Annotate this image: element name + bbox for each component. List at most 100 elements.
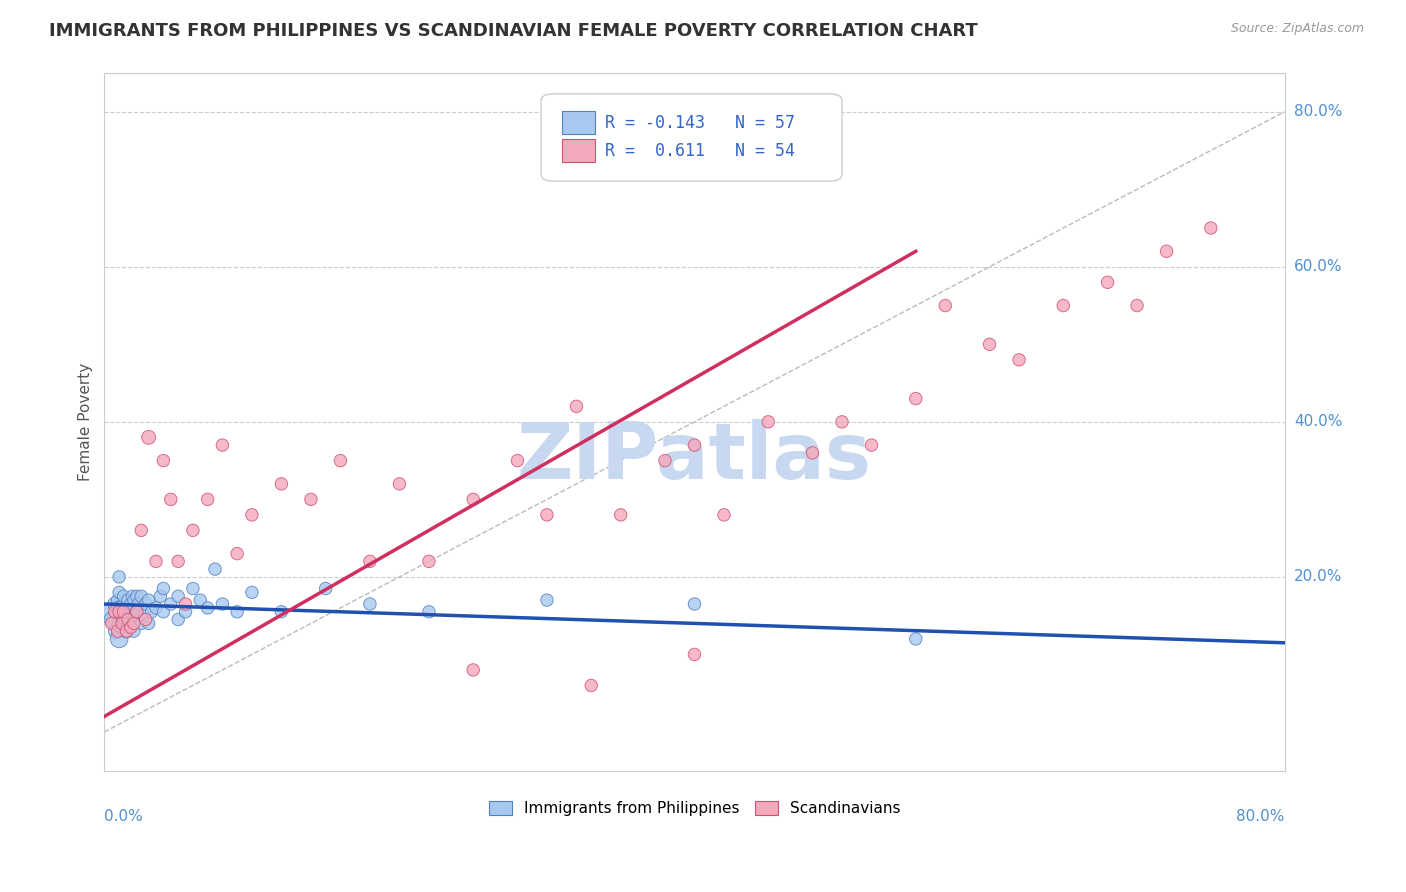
Point	[117, 613, 139, 627]
Point	[506, 453, 529, 467]
Point	[104, 597, 127, 611]
Point	[138, 616, 160, 631]
Point	[122, 608, 145, 623]
Point	[114, 613, 136, 627]
Point	[127, 597, 149, 611]
Point	[125, 589, 148, 603]
Point	[145, 554, 167, 568]
Point	[129, 524, 152, 538]
Text: 60.0%: 60.0%	[1294, 260, 1343, 275]
Point	[226, 547, 249, 561]
Point	[159, 597, 181, 611]
Point	[359, 554, 381, 568]
Point	[111, 616, 134, 631]
FancyBboxPatch shape	[562, 111, 595, 134]
Point	[135, 597, 157, 611]
Text: IMMIGRANTS FROM PHILIPPINES VS SCANDINAVIAN FEMALE POVERTY CORRELATION CHART: IMMIGRANTS FROM PHILIPPINES VS SCANDINAV…	[49, 22, 979, 40]
Point	[979, 337, 1001, 351]
Point	[115, 624, 138, 639]
Point	[1126, 299, 1149, 313]
Point	[174, 597, 197, 611]
Point	[418, 554, 440, 568]
Point	[120, 597, 142, 611]
Point	[299, 492, 322, 507]
Point	[108, 605, 131, 619]
FancyBboxPatch shape	[541, 94, 842, 181]
Point	[934, 299, 956, 313]
Point	[463, 492, 485, 507]
Point	[226, 605, 249, 619]
Point	[1156, 244, 1178, 259]
Point	[609, 508, 631, 522]
Point	[1052, 299, 1074, 313]
Point	[104, 605, 127, 619]
Point	[831, 415, 853, 429]
Point	[120, 620, 142, 634]
Point	[315, 582, 337, 596]
FancyBboxPatch shape	[562, 139, 595, 162]
Point	[152, 605, 174, 619]
Point	[904, 632, 927, 646]
Point	[167, 554, 190, 568]
Point	[105, 624, 128, 639]
Point	[270, 476, 292, 491]
Point	[115, 624, 138, 639]
Point	[197, 601, 219, 615]
Point	[197, 492, 219, 507]
Point	[463, 663, 485, 677]
Point	[135, 613, 157, 627]
Point	[388, 476, 411, 491]
Point	[108, 601, 131, 615]
Point	[683, 597, 706, 611]
Point	[112, 605, 135, 619]
Point	[579, 678, 602, 692]
Point	[240, 508, 263, 522]
Point	[167, 589, 190, 603]
Point	[756, 415, 779, 429]
Point	[108, 632, 131, 646]
Text: 80.0%: 80.0%	[1294, 104, 1343, 120]
Point	[129, 589, 152, 603]
Point	[181, 582, 204, 596]
Point	[111, 616, 134, 631]
Point	[418, 605, 440, 619]
Point	[359, 597, 381, 611]
Point	[111, 601, 134, 615]
Point	[100, 613, 122, 627]
Point	[138, 430, 160, 444]
Point	[122, 616, 145, 631]
Point	[145, 601, 167, 615]
Text: 0.0%: 0.0%	[104, 809, 143, 824]
Point	[904, 392, 927, 406]
Point	[125, 605, 148, 619]
Point	[1008, 352, 1031, 367]
Point	[120, 613, 142, 627]
Point	[536, 593, 558, 607]
Point	[1199, 221, 1222, 235]
Point	[211, 597, 233, 611]
Text: 80.0%: 80.0%	[1236, 809, 1285, 824]
Point	[654, 453, 676, 467]
Text: Source: ZipAtlas.com: Source: ZipAtlas.com	[1230, 22, 1364, 36]
Point	[1097, 275, 1119, 289]
Point	[181, 524, 204, 538]
Point	[683, 648, 706, 662]
Point	[713, 508, 735, 522]
Y-axis label: Female Poverty: Female Poverty	[79, 363, 93, 481]
Point	[152, 453, 174, 467]
Point	[211, 438, 233, 452]
Point	[159, 492, 181, 507]
Text: 20.0%: 20.0%	[1294, 569, 1343, 584]
Text: 40.0%: 40.0%	[1294, 415, 1343, 429]
Point	[107, 593, 129, 607]
Point	[129, 616, 152, 631]
Point	[108, 570, 131, 584]
Point	[152, 582, 174, 596]
Point	[122, 624, 145, 639]
Point	[174, 605, 197, 619]
Point	[121, 589, 143, 603]
Point	[122, 593, 145, 607]
Text: ZIPatlas: ZIPatlas	[517, 418, 872, 495]
Point	[125, 605, 148, 619]
Point	[108, 585, 131, 599]
